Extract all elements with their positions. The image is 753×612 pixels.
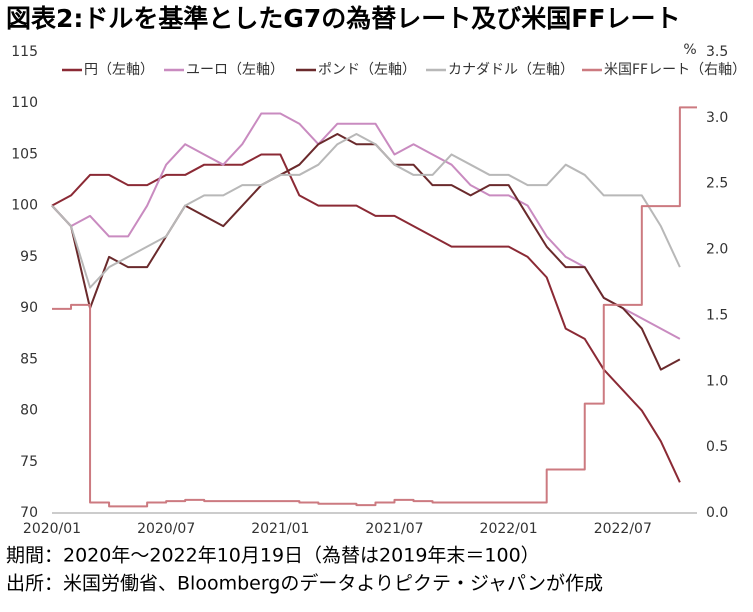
x-tick-label: 2020/07 bbox=[137, 521, 195, 537]
y-tick-label: 110 bbox=[11, 95, 38, 111]
series-line bbox=[51, 132, 681, 289]
y-tick-label: 80 bbox=[20, 403, 38, 419]
y2-tick-label: 1.0 bbox=[706, 373, 728, 389]
legend-label: ユーロ（左軸） bbox=[186, 62, 284, 78]
y2-unit: % bbox=[683, 42, 696, 58]
chart-title: 図表2:ドルを基準としたG7の為替レート及び米国FFレート bbox=[6, 4, 680, 33]
series-line bbox=[52, 106, 697, 508]
y2-tick-label: 0.0 bbox=[706, 505, 728, 521]
y2-tick-label: 0.5 bbox=[706, 439, 728, 455]
y2-tick-label: 3.5 bbox=[706, 44, 728, 60]
y-tick-label: 95 bbox=[20, 249, 38, 265]
x-tick-label: 2021/01 bbox=[251, 521, 309, 537]
y-tick-label: 85 bbox=[20, 351, 38, 367]
series-line bbox=[51, 112, 681, 340]
note: 出所：米国労働省、Bloombergのデータよりピクテ・ジャパンが作成 bbox=[6, 573, 603, 595]
legend-label: ポンド（左軸） bbox=[318, 62, 416, 78]
y-tick-label: 115 bbox=[11, 44, 38, 60]
x-tick-label: 2020/01 bbox=[23, 521, 81, 537]
legend-label: 米国FFレート（右軸） bbox=[604, 62, 746, 78]
y-tick-label: 75 bbox=[20, 454, 38, 470]
y-tick-label: 90 bbox=[20, 300, 38, 316]
y2-tick-label: 2.5 bbox=[706, 176, 728, 192]
series-line bbox=[51, 132, 681, 371]
x-tick-label: 2022/01 bbox=[480, 521, 538, 537]
y-tick-label: 70 bbox=[20, 505, 38, 521]
x-tick-label: 2022/07 bbox=[594, 521, 652, 537]
legend-label: カナダドル（左軸） bbox=[448, 62, 574, 78]
series-line bbox=[51, 153, 681, 483]
x-tick-label: 2021/07 bbox=[365, 521, 423, 537]
legend-label: 円（左軸） bbox=[84, 62, 154, 78]
y2-tick-label: 1.5 bbox=[706, 307, 728, 323]
y2-tick-label: 2.0 bbox=[706, 242, 728, 258]
note: 期間：2020年～2022年10月19日（為替は2019年末＝100） bbox=[6, 545, 540, 567]
y-tick-label: 100 bbox=[11, 198, 38, 214]
y-tick-label: 105 bbox=[11, 146, 38, 162]
y2-tick-label: 3.0 bbox=[706, 110, 728, 126]
